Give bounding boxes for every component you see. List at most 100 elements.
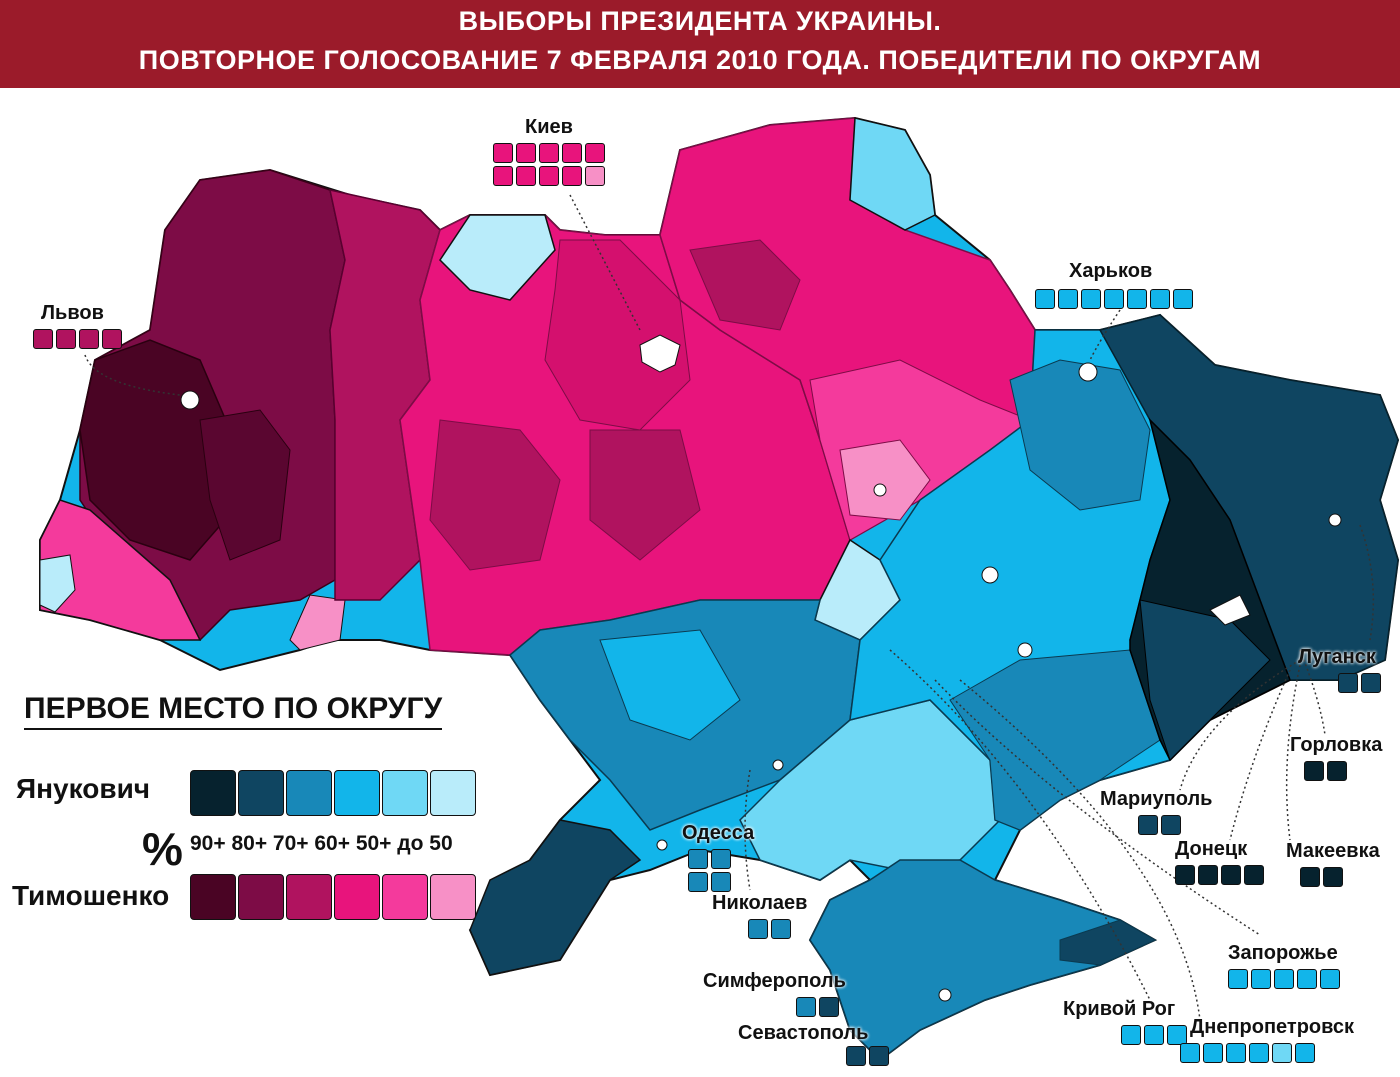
- city-mariupol: Мариуполь: [1100, 788, 1212, 835]
- vote-square: [1138, 815, 1158, 835]
- legend-swatch: [238, 874, 284, 920]
- city-horlivka: Горловка: [1290, 734, 1382, 781]
- vote-square: [1221, 865, 1241, 885]
- city-name: Донецк: [1175, 838, 1248, 860]
- zaporizhzhia-city-marker: [1017, 642, 1033, 658]
- vote-square: [1161, 815, 1181, 835]
- vote-square: [771, 919, 791, 939]
- vote-square: [1167, 1025, 1187, 1045]
- kyiv-city-marker: [639, 334, 681, 373]
- legend-swatch: [430, 874, 476, 920]
- vote-square: [1228, 969, 1248, 989]
- vote-square: [1274, 969, 1294, 989]
- city-luhansk: Луганск: [1298, 646, 1381, 693]
- city-mykolaiv: Николаев: [712, 892, 807, 939]
- city-name: Мариуполь: [1100, 788, 1213, 810]
- city-name: Днепропетровск: [1190, 1016, 1355, 1038]
- city-simferopol: Симферополь: [703, 970, 846, 1017]
- vote-square: [688, 849, 708, 869]
- vote-square: [102, 329, 122, 349]
- dnipro-city-marker: [981, 566, 999, 584]
- ukraine-map: [39, 116, 1400, 1062]
- vote-square: [869, 1046, 889, 1066]
- region-vinnytsia: [429, 419, 561, 571]
- city-zaporizhzhia: Запорожье: [1228, 942, 1340, 989]
- vote-square: [1144, 1025, 1164, 1045]
- kharkiv-city-marker: [1078, 362, 1098, 382]
- city-name: Харьков: [1069, 260, 1153, 282]
- legend-yanukovych-swatches: [190, 770, 476, 816]
- region-sumy-light: [849, 117, 936, 231]
- legend-swatch: [430, 770, 476, 816]
- legend-tymoshenko-label: Тимошенко: [12, 880, 170, 911]
- region-poltava-light: [839, 439, 931, 521]
- legend-swatch: [190, 874, 236, 920]
- legend-swatch: [382, 770, 428, 816]
- city-name: Кривой Рог: [1063, 998, 1176, 1020]
- city-odesa: Одесса: [682, 822, 754, 892]
- legend-swatch: [238, 770, 284, 816]
- vote-square: [585, 143, 605, 163]
- vote-square: [711, 849, 731, 869]
- city-name: Львов: [41, 302, 104, 324]
- vote-square: [1175, 865, 1195, 885]
- vote-square: [1127, 289, 1147, 309]
- legend-tymoshenko-swatches: [190, 874, 476, 920]
- vote-square: [1320, 969, 1340, 989]
- simferopol-city-marker: [938, 988, 952, 1002]
- city-name: Горловка: [1290, 734, 1383, 756]
- region-rivne-light: [439, 214, 556, 301]
- vote-square: [1198, 865, 1218, 885]
- city-kryvyi-rih: Кривой Рог: [1063, 998, 1187, 1045]
- city-makiivka: Макеевка: [1286, 840, 1380, 887]
- vote-square: [1295, 1043, 1315, 1063]
- legend-swatch: [334, 874, 380, 920]
- region-cherkasy: [589, 429, 701, 561]
- vote-square: [748, 919, 768, 939]
- vote-square: [493, 143, 513, 163]
- vote-square: [1104, 289, 1124, 309]
- region-budjak: [469, 819, 642, 976]
- vote-square: [33, 329, 53, 349]
- region-odesa-light: [599, 629, 741, 741]
- odesa-city-marker: [656, 839, 668, 851]
- vote-square: [585, 166, 605, 186]
- region-zakarpattia: [39, 499, 202, 641]
- vote-square: [1300, 867, 1320, 887]
- vote-square: [1297, 969, 1317, 989]
- legend-swatch: [286, 770, 332, 816]
- vote-square: [1323, 867, 1343, 887]
- legend-swatch: [334, 770, 380, 816]
- vote-square: [846, 1046, 866, 1066]
- vote-square: [1203, 1043, 1223, 1063]
- city-name: Макеевка: [1286, 840, 1380, 862]
- vote-square: [516, 143, 536, 163]
- city-name: Одесса: [682, 822, 755, 844]
- legend-range-labels: 90+ 80+ 70+ 60+ 50+ до 50: [190, 832, 453, 855]
- legend-title: ПЕРВОЕ МЕСТО ПО ОКРУГУ: [24, 692, 443, 730]
- city-name: Николаев: [712, 892, 808, 914]
- city-sevastopol: Севастополь: [738, 1022, 889, 1066]
- poltava-city-marker: [873, 483, 887, 497]
- legend-swatch: [382, 874, 428, 920]
- vote-squares: [493, 143, 605, 186]
- city-name: Киев: [525, 116, 573, 138]
- legend-swatch: [286, 874, 332, 920]
- city-name: Луганск: [1298, 646, 1376, 668]
- donetsk-city-marker: [1209, 594, 1251, 626]
- vote-square: [796, 997, 816, 1017]
- leader-lines: [84, 194, 1375, 1021]
- vote-square: [688, 872, 708, 892]
- vote-square: [1338, 673, 1358, 693]
- mykolaiv-city-marker: [772, 759, 784, 771]
- legend-swatch: [190, 770, 236, 816]
- legend-yanukovych-label: Янукович: [16, 773, 151, 804]
- region-chernivtsi: [289, 594, 346, 651]
- region-zaporizhzhia: [949, 649, 1161, 831]
- vote-square: [1244, 865, 1264, 885]
- vote-square: [1121, 1025, 1141, 1045]
- city-kharkiv: Харьков: [1035, 260, 1193, 309]
- title-banner: ВЫБОРЫ ПРЕЗИДЕНТА УКРАИНЫ. ПОВТОРНОЕ ГОЛ…: [0, 0, 1400, 88]
- vote-square: [562, 166, 582, 186]
- vote-square: [1327, 761, 1347, 781]
